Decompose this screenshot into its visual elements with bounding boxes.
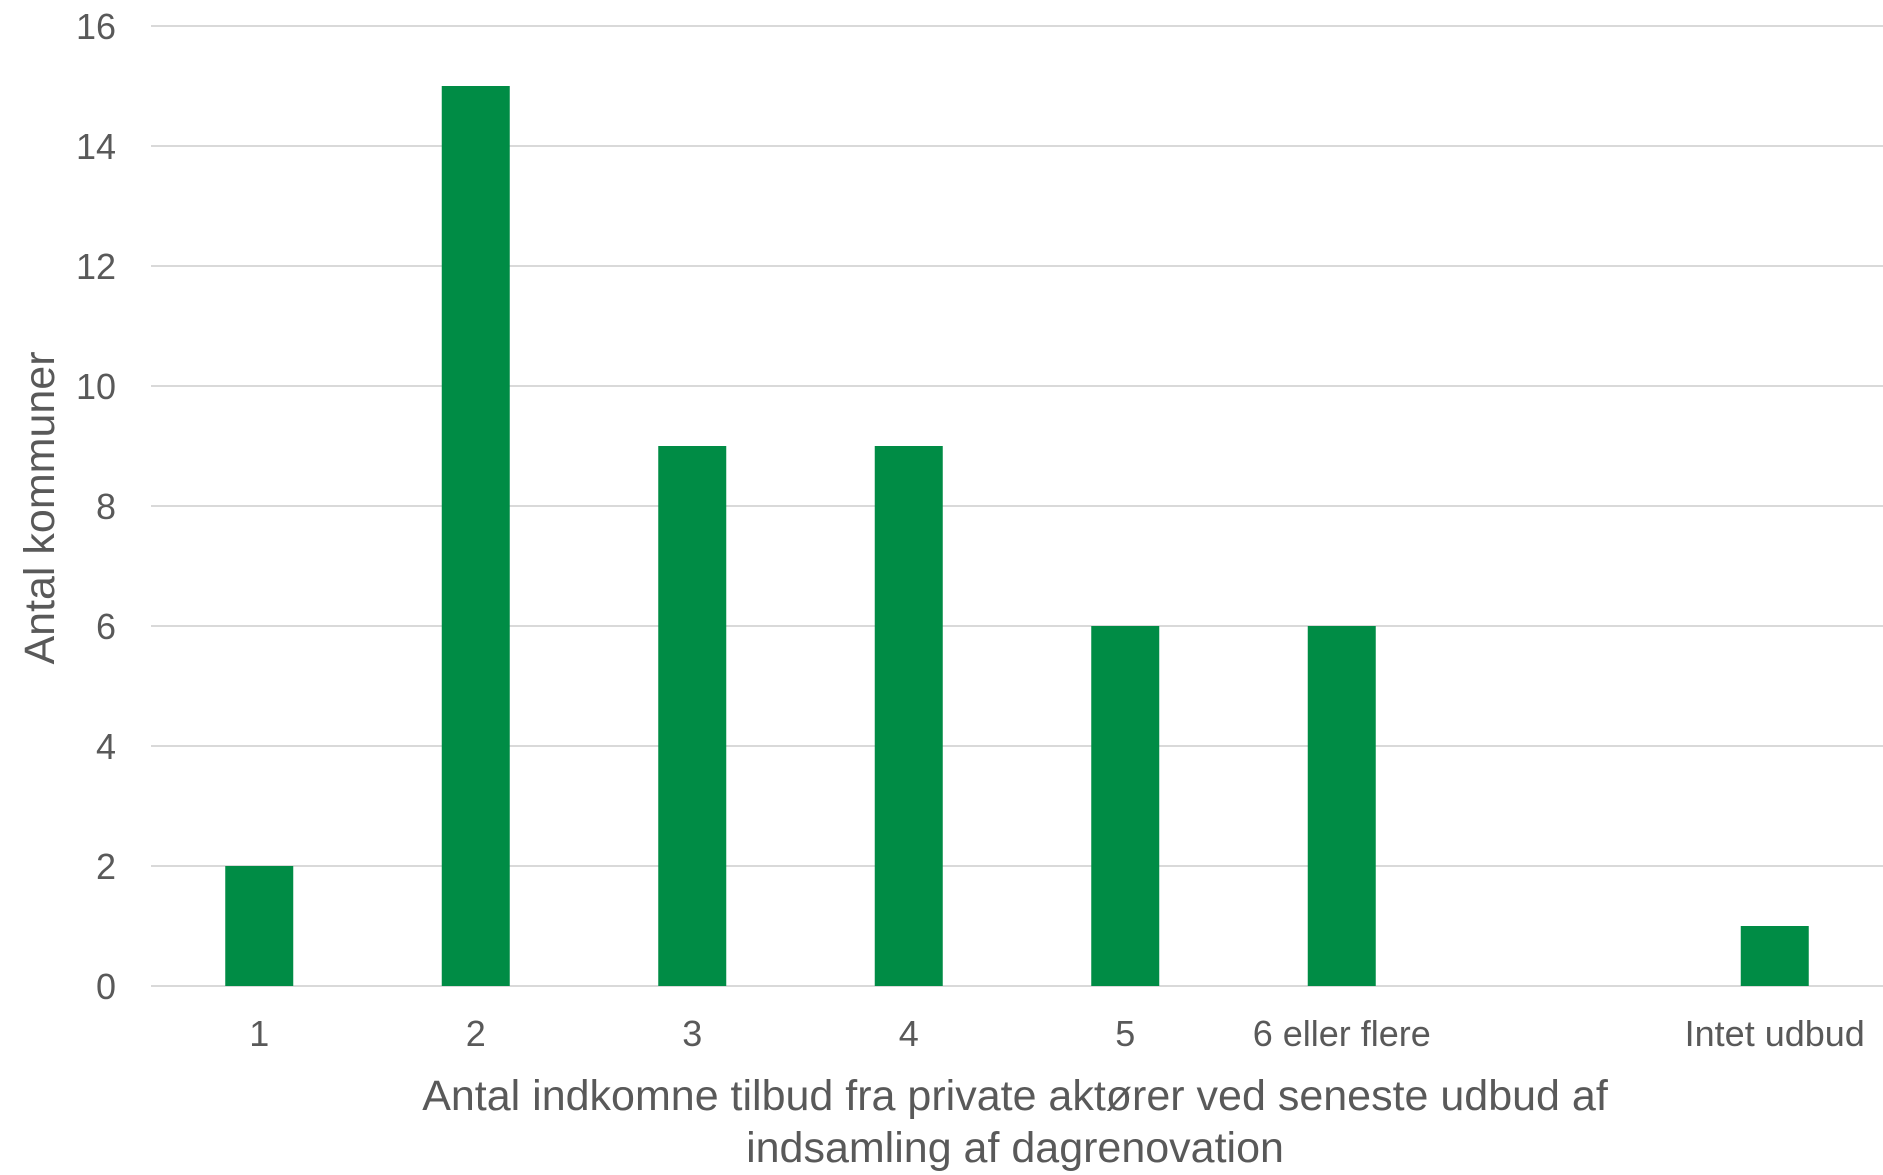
x-tick-label-3: 4 <box>899 1013 919 1054</box>
x-tick-label-5: 6 eller flere <box>1253 1013 1431 1054</box>
x-axis-tick-labels: 1 2 3 4 5 6 eller flere Intet udbud <box>249 1013 1865 1054</box>
y-tick-label-4: 4 <box>96 726 116 767</box>
bars <box>225 86 1809 986</box>
y-axis-tick-labels: 0 2 4 6 8 10 12 14 16 <box>76 6 116 1007</box>
y-tick-label-0: 0 <box>96 966 116 1007</box>
y-tick-label-12: 12 <box>76 246 116 287</box>
y-tick-label-16: 16 <box>76 6 116 47</box>
x-axis-title-line-2: indsamling af dagrenovation <box>746 1124 1284 1172</box>
x-tick-label-1: 2 <box>466 1013 486 1054</box>
y-tick-label-10: 10 <box>76 366 116 407</box>
bar-1 <box>441 86 510 986</box>
y-axis-title: Antal kommuner <box>16 351 64 664</box>
bar-7 <box>1740 926 1809 986</box>
y-tick-label-8: 8 <box>96 486 116 527</box>
y-tick-label-14: 14 <box>76 126 116 167</box>
x-tick-label-7: Intet udbud <box>1685 1013 1865 1054</box>
bar-5 <box>1307 626 1376 986</box>
gridlines <box>151 25 1883 987</box>
bar-0 <box>225 866 294 986</box>
bar-4 <box>1091 626 1160 986</box>
bar-2 <box>658 446 727 986</box>
bar-3 <box>874 446 943 986</box>
y-tick-label-6: 6 <box>96 606 116 647</box>
x-tick-label-2: 3 <box>682 1013 702 1054</box>
x-tick-label-0: 1 <box>249 1013 269 1054</box>
x-axis-title-line-1: Antal indkomne tilbud fra private aktøre… <box>422 1072 1609 1120</box>
x-tick-label-4: 5 <box>1115 1013 1135 1054</box>
y-tick-label-2: 2 <box>96 846 116 887</box>
